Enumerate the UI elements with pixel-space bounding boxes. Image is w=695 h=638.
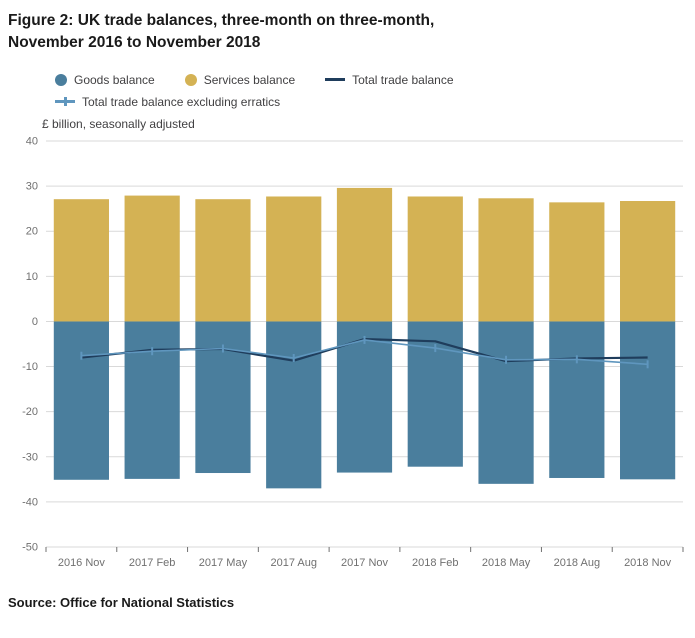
x-axis-tick-label: 2018 Nov	[624, 557, 672, 569]
y-axis-tick-label: -50	[22, 541, 38, 553]
y-axis-tick-label: -10	[22, 361, 38, 373]
bar-services-balance	[407, 196, 463, 322]
bar-goods-balance	[195, 321, 251, 473]
legend-item-goods-balance: Goods balance	[55, 73, 155, 87]
x-axis-tick-label: 2017 Feb	[129, 557, 175, 569]
legend-label-total-trade-balance: Total trade balance	[352, 72, 454, 87]
bar-services-balance	[549, 202, 605, 322]
bar-services-balance	[195, 199, 251, 322]
bar-goods-balance	[407, 321, 463, 467]
legend-label-services-balance: Services balance	[203, 72, 296, 87]
bar-goods-balance	[124, 321, 180, 479]
legend-item-total-excluding-erratics: Total trade balance excluding erratics	[55, 95, 280, 109]
y-axis-tick-label: -20	[22, 406, 38, 418]
bar-services-balance	[266, 196, 322, 322]
chart-legend: Goods balance Services balance Total tra…	[55, 73, 695, 109]
bar-services-balance	[124, 195, 180, 322]
bar-goods-balance	[53, 321, 109, 480]
y-axis-tick-label: -40	[22, 496, 38, 508]
bar-goods-balance	[478, 321, 534, 484]
chart-subtitle: £ billion, seasonally adjusted	[42, 116, 195, 131]
figure-title: Figure 2: UK trade balances, three-month…	[8, 10, 681, 55]
x-axis-tick-label: 2017 Nov	[341, 557, 389, 569]
total-trade-balance-swatch-icon	[325, 78, 346, 82]
y-axis-tick-label: -30	[22, 451, 38, 463]
y-axis-tick-label: 10	[26, 271, 38, 283]
legend-item-total-trade-balance: Total trade balance	[325, 72, 454, 87]
legend-row-2: Total trade balance excluding erratics	[55, 95, 695, 109]
bar-goods-balance	[336, 321, 393, 473]
figure-title-line2: November 2016 to November 2018	[8, 34, 261, 52]
y-axis-tick-label: 40	[26, 135, 38, 147]
y-axis-tick-label: 30	[26, 181, 38, 193]
figure-container: Figure 2: UK trade balances, three-month…	[0, 10, 695, 610]
y-axis-tick-label: 0	[32, 316, 38, 328]
services-balance-swatch-icon	[184, 73, 197, 86]
x-axis-tick-label: 2018 Aug	[554, 557, 601, 569]
goods-balance-swatch-icon	[55, 73, 67, 86]
legend-item-services-balance: Services balance	[184, 72, 296, 87]
x-axis-tick-label: 2017 Aug	[270, 557, 317, 569]
legend-label-total-excluding-erratics: Total trade balance excluding erratics	[82, 94, 281, 109]
bar-services-balance	[53, 199, 109, 322]
x-axis-tick-label: 2018 May	[482, 557, 531, 569]
x-axis-tick-label: 2017 May	[199, 557, 248, 569]
bar-goods-balance	[620, 321, 676, 480]
total-excluding-erratics-swatch-icon	[55, 97, 75, 107]
y-axis-tick-label: 20	[26, 226, 38, 238]
source-text: Source: Office for National Statistics	[8, 594, 235, 610]
figure-title-line1: Figure 2: UK trade balances, three-month…	[8, 12, 435, 29]
x-axis-tick-label: 2018 Feb	[412, 557, 458, 569]
chart-svg: 40 30 20 10 0 -10 -20 -30 -40 -50 2016 Nov 2017 Feb…	[22, 135, 684, 569]
line-marker-tick-icon	[64, 97, 67, 107]
bar-goods-balance	[549, 321, 605, 478]
bar-goods-balance	[266, 321, 322, 489]
x-axis-tick-label: 2016 Nov	[58, 557, 106, 569]
bar-services-balance	[336, 187, 393, 322]
bar-services-balance	[620, 200, 676, 322]
legend-label-goods-balance: Goods balance	[74, 72, 155, 87]
legend-row-1: Goods balance Services balance Total tra…	[55, 73, 695, 87]
bar-services-balance	[478, 198, 534, 322]
